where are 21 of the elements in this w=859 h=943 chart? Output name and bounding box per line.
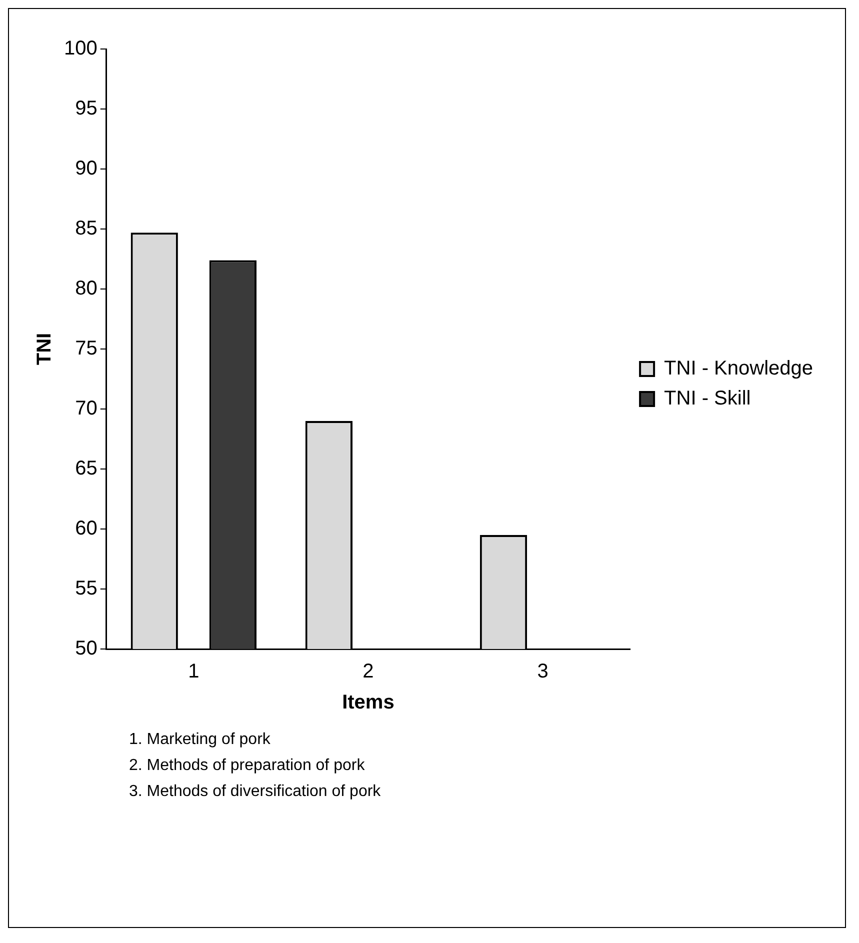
y-axis-title: TNI xyxy=(34,332,56,366)
legend-label: TNI - Skill xyxy=(664,388,751,410)
legend-label: TNI - Knowledge xyxy=(664,358,814,380)
y-tick-label: 60 xyxy=(75,518,98,540)
y-tick-label: 65 xyxy=(75,458,98,480)
x-tick-label: 2 xyxy=(362,660,374,683)
y-tick-label: 90 xyxy=(75,158,98,180)
text: 1. Marketing of pork xyxy=(129,730,272,750)
y-tick-label: 100 xyxy=(64,38,98,60)
text: 3. Methods of diversification of pork xyxy=(129,782,382,802)
x-tick-label: 1 xyxy=(188,660,200,683)
x-axis-title: Items xyxy=(342,692,394,714)
y-tick-label: 55 xyxy=(75,578,98,600)
x-tick-label: 3 xyxy=(537,660,548,683)
y-tick-label: 80 xyxy=(75,278,98,300)
y-tick-label: 50 xyxy=(75,638,98,660)
y-tick-label: 85 xyxy=(75,218,98,240)
text: 2. Methods of preparation of pork xyxy=(129,756,366,776)
y-tick-label: 95 xyxy=(75,98,98,120)
y-tick-label: 75 xyxy=(75,338,98,360)
y-tick-label: 70 xyxy=(75,398,98,420)
